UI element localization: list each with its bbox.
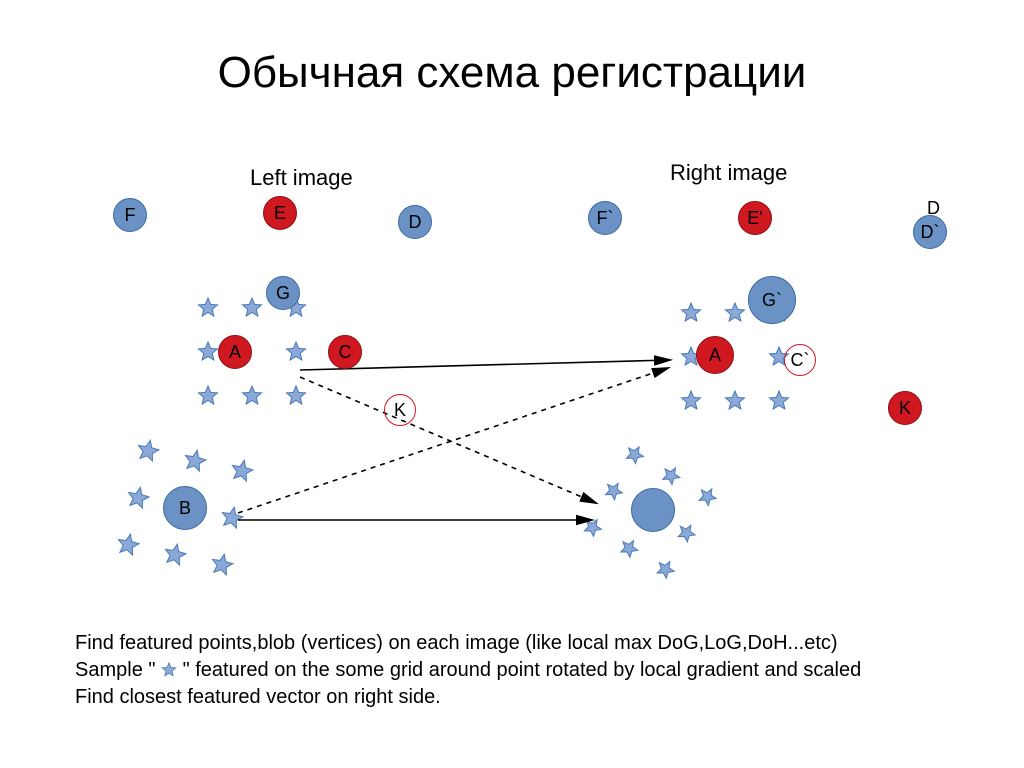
node-F: F bbox=[113, 198, 147, 232]
node-Ep: E' bbox=[738, 201, 772, 235]
inline-star-icon bbox=[161, 662, 177, 678]
star-cluster-clusterA_left bbox=[198, 298, 305, 404]
node-Ap: A bbox=[696, 336, 734, 374]
node-G: G bbox=[266, 276, 300, 310]
node-Fp: F` bbox=[588, 201, 622, 235]
caption-line-0: Find featured points,blob (vertices) on … bbox=[75, 630, 861, 657]
caption-text: Find featured points,blob (vertices) on … bbox=[75, 630, 861, 711]
caption-line-2: Find closest featured vector on right si… bbox=[75, 684, 861, 711]
arrow-2 bbox=[300, 377, 596, 503]
caption-line-1: Sample " " featured on the some grid aro… bbox=[75, 657, 861, 684]
node-K: K bbox=[384, 394, 416, 426]
arrow-3 bbox=[238, 368, 668, 513]
node-Dp: D` bbox=[913, 215, 947, 249]
page-title: Обычная схема регистрации bbox=[0, 48, 1024, 98]
node-B: B bbox=[163, 486, 207, 530]
node-Gp: G` bbox=[748, 276, 796, 324]
right-image-label: Right image bbox=[670, 160, 787, 186]
node-Cp: C` bbox=[784, 344, 816, 376]
node-A: A bbox=[218, 335, 252, 369]
node-D: D bbox=[398, 205, 432, 239]
left-image-label: Left image bbox=[250, 165, 353, 191]
node-Bp bbox=[631, 488, 675, 532]
node-E: E bbox=[263, 196, 297, 230]
node-C: C bbox=[328, 335, 362, 369]
node-Kp: K bbox=[888, 391, 922, 425]
